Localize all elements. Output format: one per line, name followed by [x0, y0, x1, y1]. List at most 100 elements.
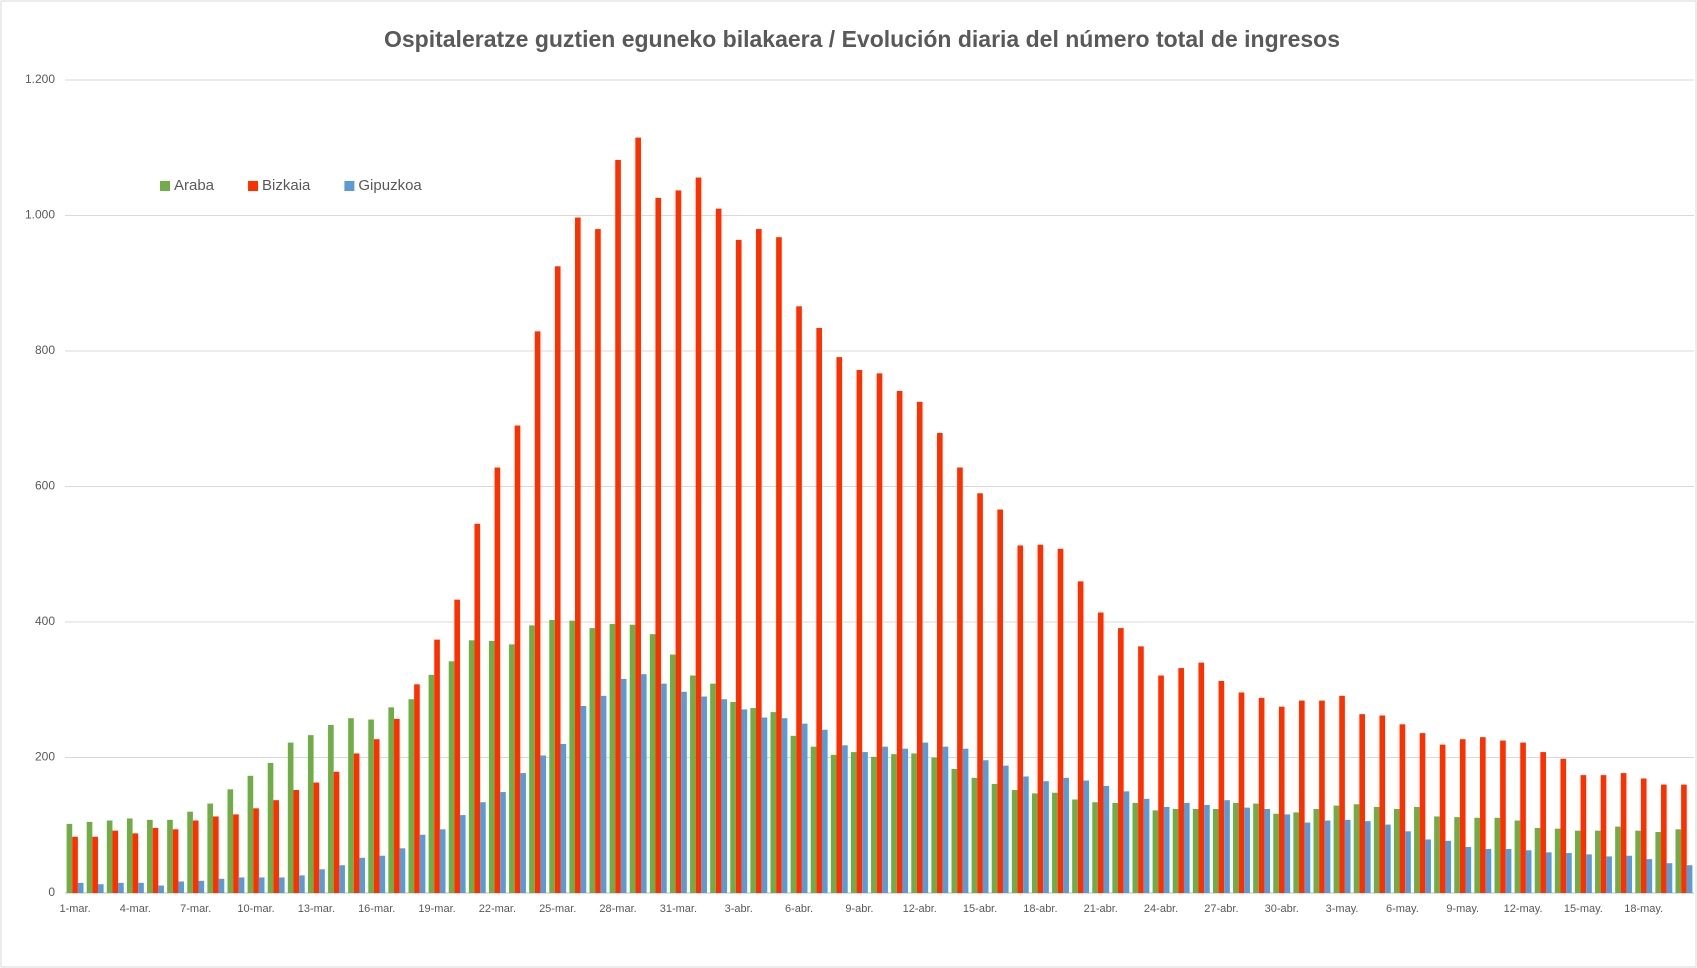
x-tick-label: 1-mar.: [59, 903, 90, 915]
bar: [198, 880, 205, 893]
bar: [1405, 831, 1411, 893]
bar: [488, 640, 495, 893]
bar: [997, 509, 1003, 893]
bar: [882, 746, 888, 893]
bar: [1500, 740, 1506, 893]
bar: [690, 675, 696, 893]
x-tick-label: 24-abr.: [1144, 903, 1178, 915]
bar: [816, 327, 822, 894]
bar: [842, 745, 848, 893]
bar: [856, 369, 863, 894]
bar: [106, 820, 113, 893]
bar: [977, 493, 983, 893]
bar: [649, 634, 656, 893]
bar: [629, 624, 636, 893]
legend-label: Bizkaia: [262, 177, 311, 194]
bar: [1092, 802, 1098, 893]
bar: [520, 773, 526, 893]
bar: [1580, 775, 1587, 893]
bar: [348, 718, 354, 893]
bar: [836, 357, 843, 893]
bar: [1399, 724, 1406, 893]
bar: [1313, 808, 1320, 893]
bar: [138, 882, 144, 893]
bar: [1023, 776, 1029, 893]
bar: [1278, 706, 1285, 893]
bar: [595, 229, 601, 894]
x-tick-label: 6-abr.: [785, 903, 813, 915]
bar: [1666, 863, 1673, 893]
bar: [1514, 820, 1521, 893]
bar: [710, 683, 716, 893]
bar: [534, 331, 541, 893]
bar: [1198, 662, 1205, 893]
bar: [1615, 826, 1621, 893]
legend-label: Gipuzkoa: [358, 177, 422, 194]
bar: [620, 678, 627, 893]
bar: [756, 229, 762, 894]
bar: [439, 829, 446, 893]
bar: [615, 159, 621, 893]
bar: [721, 699, 728, 893]
x-tick-label: 7-mar.: [180, 903, 211, 915]
x-tick-label: 22-mar.: [479, 903, 516, 915]
bar: [1244, 807, 1250, 893]
x-tick-label: 3-abr.: [725, 903, 753, 915]
y-tick-label: 200: [35, 750, 55, 764]
bar: [569, 620, 576, 893]
bar: [1017, 545, 1024, 893]
bar: [1319, 700, 1325, 893]
x-tick-label: 3-may.: [1326, 903, 1359, 915]
bar: [635, 137, 641, 893]
bar: [1646, 859, 1653, 893]
bar: [962, 748, 969, 893]
bar: [1586, 854, 1592, 893]
x-tick-label: 6-may.: [1386, 903, 1419, 915]
x-tick-label: 25-mar.: [539, 903, 576, 915]
bar: [399, 848, 406, 893]
bar: [419, 834, 426, 893]
bar: [1566, 853, 1572, 893]
bar: [1043, 781, 1049, 893]
bar: [776, 237, 782, 893]
bar: [931, 757, 938, 893]
bar: [609, 624, 616, 893]
x-tick-label: 18-may.: [1624, 903, 1663, 915]
x-tick-label: 27-abr.: [1204, 903, 1238, 915]
bar: [373, 739, 380, 893]
bar: [1640, 778, 1647, 893]
bar: [1152, 810, 1159, 893]
bar: [1132, 802, 1139, 893]
bar: [916, 401, 923, 893]
bar: [408, 699, 415, 893]
bar: [1333, 805, 1340, 893]
bar: [937, 432, 943, 893]
bar: [207, 803, 214, 893]
bar: [1545, 852, 1552, 893]
bar: [480, 802, 486, 893]
bar: [1574, 830, 1581, 893]
bar: [428, 674, 435, 893]
bar: [770, 712, 777, 893]
bar: [1118, 628, 1124, 893]
y-tick-label: 1.000: [25, 208, 55, 222]
bar: [307, 735, 314, 893]
bar: [1224, 800, 1230, 893]
bar: [1364, 821, 1371, 893]
x-tick-label: 4-mar.: [120, 903, 151, 915]
bar: [790, 735, 797, 893]
bar: [1485, 848, 1492, 893]
bar: [1052, 792, 1058, 893]
chart-title: Ospitaleratze guztien eguneko bilakaera …: [384, 26, 1340, 52]
y-tick-label: 800: [35, 343, 55, 357]
bar: [379, 855, 386, 893]
bar: [227, 789, 234, 893]
bar: [293, 790, 300, 893]
bar: [1595, 830, 1601, 893]
bar: [328, 724, 334, 893]
x-tick-label: 19-mar.: [418, 903, 455, 915]
bar: [1635, 830, 1641, 893]
bar: [549, 619, 555, 893]
bar: [1385, 824, 1391, 893]
x-tick-label: 28-mar.: [599, 903, 636, 915]
